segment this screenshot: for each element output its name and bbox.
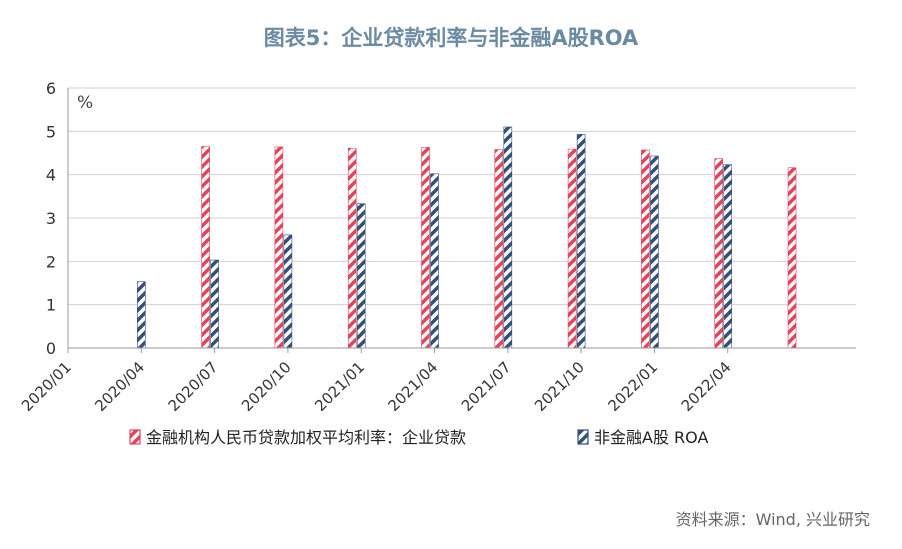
x-tick-label: 2020/10 xyxy=(238,358,295,415)
legend-swatch xyxy=(577,429,589,445)
bars xyxy=(137,126,797,349)
bar-roa xyxy=(137,281,146,349)
bar-loan-rate xyxy=(201,146,210,349)
y-tick-label: 5 xyxy=(46,122,56,141)
x-tick-label: 2021/07 xyxy=(458,358,515,415)
x-tick-label: 2020/07 xyxy=(165,358,222,415)
bar-loan-rate xyxy=(641,149,650,349)
bar-roa xyxy=(430,173,439,349)
x-tick-label: 2022/04 xyxy=(678,358,735,415)
x-tick-label: 2020/04 xyxy=(91,358,148,415)
bar-loan-rate xyxy=(421,147,430,349)
bar-loan-rate xyxy=(714,158,724,349)
y-tick-label: 1 xyxy=(46,296,56,315)
x-tick-label: 2021/04 xyxy=(385,358,442,415)
y-tick-label: 0 xyxy=(46,339,56,358)
legend-label: 金融机构人民币贷款加权平均利率：企业贷款 xyxy=(146,428,466,447)
bar-roa xyxy=(356,203,366,349)
bar-loan-rate xyxy=(494,149,504,349)
bar-roa xyxy=(723,164,733,349)
y-tick-label: 6 xyxy=(46,79,56,98)
bar-loan-rate xyxy=(787,167,797,349)
unit-label: % xyxy=(77,93,93,113)
bar-roa xyxy=(650,155,659,349)
bar-loan-rate xyxy=(347,147,357,349)
bar-roa xyxy=(503,126,513,349)
bar-roa xyxy=(210,259,219,349)
x-tick-label: 2021/01 xyxy=(311,358,368,415)
source-note: 资料来源：Wind, 兴业研究 xyxy=(675,510,870,529)
y-tick-label: 3 xyxy=(46,209,56,228)
y-tick-label: 2 xyxy=(46,252,56,271)
x-tick-label: 2022/01 xyxy=(604,358,661,415)
gridlines xyxy=(68,87,856,306)
bar-roa xyxy=(576,134,586,349)
x-tick-label: 2021/10 xyxy=(531,358,588,415)
y-tick-label: 4 xyxy=(46,166,56,185)
bar-loan-rate xyxy=(274,146,284,349)
bar-loan-rate xyxy=(567,148,577,349)
bar-roa xyxy=(283,234,293,349)
legend: 金融机构人民币贷款加权平均利率：企业贷款 非金融A股 ROA xyxy=(129,428,708,447)
legend-label: 非金融A股 ROA xyxy=(594,428,708,447)
x-tick-label: 2020/01 xyxy=(18,358,75,415)
chart-title: 图表5：企业贷款利率与非金融A股ROA xyxy=(263,26,639,50)
legend-swatch xyxy=(129,429,141,445)
